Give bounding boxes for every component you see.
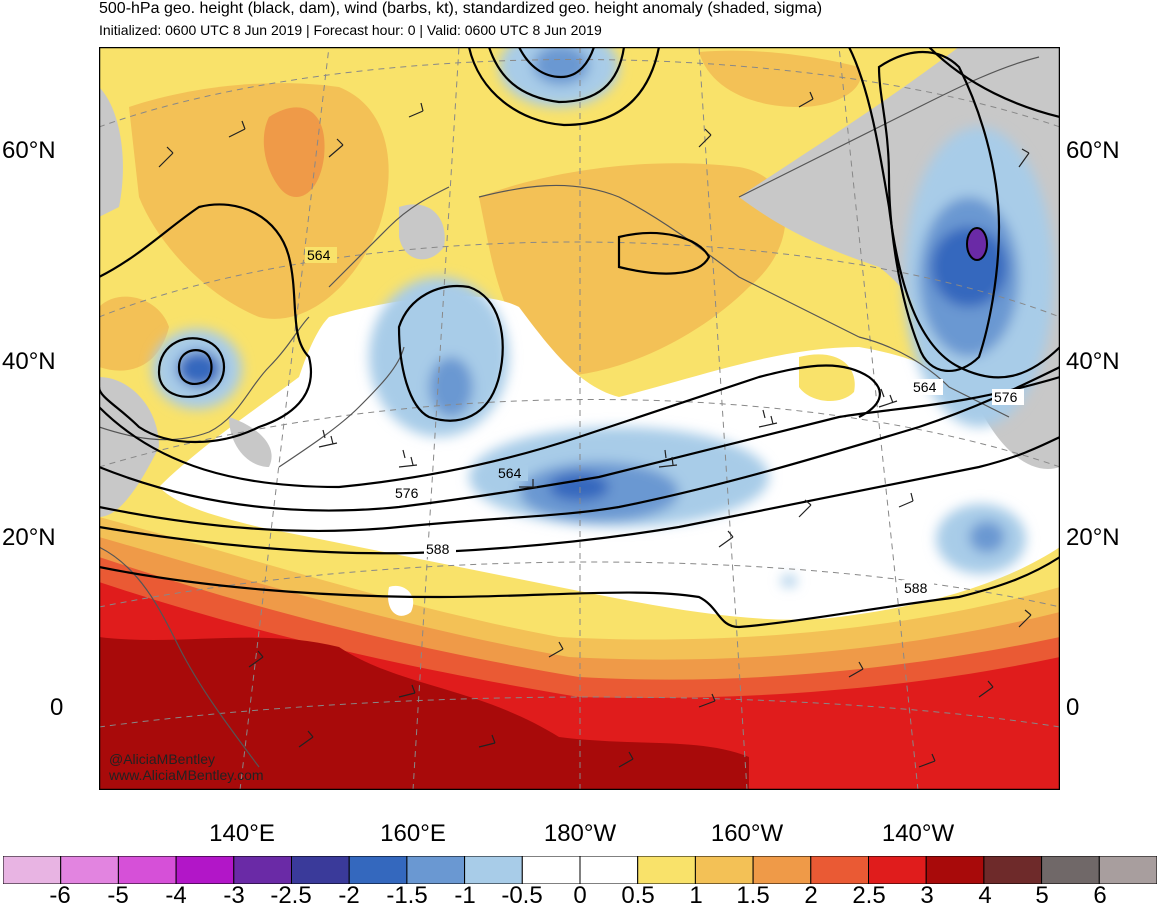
colorbar-label: 4 — [978, 882, 992, 909]
colorbar-swatch — [117, 856, 177, 884]
chart-title: 500-hPa geo. height (black, dam), wind (… — [99, 0, 823, 17]
terrain-china — [99, 377, 159, 517]
colorbar-label: -3 — [223, 882, 245, 909]
colorbar-swatch — [1098, 856, 1157, 884]
colorbar-label: 2 — [804, 882, 818, 909]
colorbar-label: 3 — [920, 882, 934, 909]
anomaly-band-3-to-4 — [99, 637, 749, 790]
colorbar-swatch — [1041, 856, 1100, 884]
lat-label-right-20n: 20°N — [1066, 524, 1120, 551]
anomaly-patch-west-orange — [99, 296, 169, 371]
anomaly-low-subtropical-core — [969, 521, 1005, 553]
colorbar-label: -1 — [454, 882, 476, 909]
graticule — [99, 47, 1060, 790]
lat-label-right-0: 0 — [1066, 694, 1080, 721]
coastlines — [99, 56, 1040, 768]
colorbar-label: 0 — [573, 882, 587, 909]
terrain-kamchatka — [399, 204, 445, 260]
anomaly-low-gulf-alaska-core — [931, 227, 1007, 307]
lat-label-left-60n: 60°N — [2, 137, 56, 164]
contour-label-576-east: 576 — [994, 389, 1018, 405]
colorbar-label: 1.5 — [736, 882, 770, 909]
colorbar-swatch — [637, 856, 696, 884]
colorbar-swatch — [925, 856, 985, 884]
colorbar-swatch — [233, 856, 293, 884]
colorbar-label: -4 — [165, 882, 187, 909]
lon-label-160w: 160°W — [710, 820, 784, 847]
contour-label-588-east: 588 — [904, 580, 928, 596]
lat-label-left-40n: 40°N — [2, 348, 56, 375]
colorbar-label: 1 — [689, 882, 703, 909]
lat-label-left-20n: 20°N — [2, 524, 56, 551]
terrain-korea — [229, 417, 272, 467]
colorbar-swatch — [810, 856, 869, 884]
anomaly-low-kuril-core — [429, 357, 473, 417]
credit-handle: @AliciaMBentley — [109, 751, 215, 767]
colorbar-swatch — [694, 856, 754, 884]
lat-label-left-0: 0 — [50, 694, 64, 721]
lon-label-140w: 140°W — [881, 820, 955, 847]
lat-label-right-60n: 60°N — [1066, 137, 1120, 164]
colorbar-label: 6 — [1093, 882, 1107, 909]
colorbar-swatch — [3, 856, 62, 884]
height-contours — [99, 47, 1060, 629]
anomaly-neutral-speck — [388, 585, 414, 616]
contour-label-576-west: 576 — [395, 485, 419, 501]
colorbar-swatch — [348, 856, 408, 884]
lon-label-140e: 140°E — [209, 820, 275, 847]
colorbar-label: -0.5 — [501, 882, 543, 909]
anomaly-patch-arctic — [699, 50, 861, 107]
colorbar — [3, 856, 1157, 884]
contour-label-564-west: 564 — [307, 247, 331, 263]
colorbar-swatch — [868, 856, 927, 884]
colorbar-label: -1.5 — [386, 882, 428, 909]
colorbar-label: -5 — [107, 882, 129, 909]
colorbar-swatch — [752, 856, 812, 884]
colorbar-label: -6 — [49, 882, 71, 909]
anomaly-low-gulf-alaska-min — [966, 227, 988, 261]
colorbar-label: 2.5 — [852, 882, 886, 909]
map-panel: 564 564 564 576 576 588 588 @AliciaMBent… — [99, 47, 1060, 790]
colorbar-swatch — [983, 856, 1043, 884]
credit-website: www.AliciaMBentley.com — [108, 767, 264, 783]
colorbar-swatch — [291, 856, 350, 884]
colorbar-swatch — [521, 856, 581, 884]
colorbar-swatch — [175, 856, 235, 884]
chart-subtitle: Initialized: 0600 UTC 8 Jun 2019 | Forec… — [99, 22, 602, 38]
map-frame — [99, 47, 1060, 790]
lat-label-right-40n: 40°N — [1066, 348, 1120, 375]
colorbar-label: -2 — [338, 882, 360, 909]
anomaly-low-speck — [781, 575, 797, 587]
contour-label-564-east: 564 — [913, 379, 937, 395]
colorbar-label: 0.5 — [621, 882, 655, 909]
colorbar-swatch — [464, 856, 523, 884]
contour-label-588-west: 588 — [426, 541, 450, 557]
colorbar-label: -2.5 — [270, 882, 312, 909]
wind-barbs — [158, 91, 1032, 768]
contour-label-564-dateline: 564 — [498, 465, 522, 481]
colorbar-label: 5 — [1035, 882, 1049, 909]
anomaly-patch-siberia-core — [263, 107, 325, 197]
lon-label-160e: 160°E — [380, 820, 446, 847]
anomaly-low-dateline-core — [549, 473, 609, 501]
colorbar-swatch — [579, 856, 639, 884]
colorbar-swatch — [406, 856, 466, 884]
lon-label-180w: 180°W — [543, 820, 617, 847]
terrain-siberia-edge — [99, 87, 123, 217]
colorbar-swatch — [60, 856, 119, 884]
